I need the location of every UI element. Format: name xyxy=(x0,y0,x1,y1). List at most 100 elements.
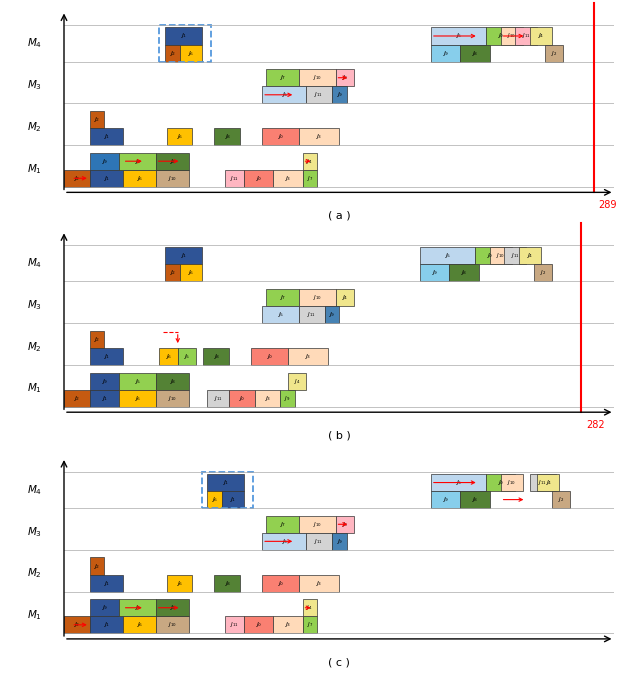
Bar xyxy=(119,153,156,170)
Text: $J_6$: $J_6$ xyxy=(176,578,183,587)
Text: $J_5$: $J_5$ xyxy=(455,478,462,487)
Bar xyxy=(165,247,202,264)
Text: $M_2$: $M_2$ xyxy=(27,340,42,354)
Text: $J_{11}$: $J_{11}$ xyxy=(522,32,531,41)
Text: $J_9$: $J_9$ xyxy=(335,537,343,546)
Text: $M_2$: $M_2$ xyxy=(27,120,42,134)
Text: $J_0$: $J_0$ xyxy=(277,578,284,587)
Text: $J_2$: $J_2$ xyxy=(168,269,176,278)
Bar xyxy=(288,372,306,390)
Bar xyxy=(156,153,189,170)
Bar xyxy=(90,557,104,574)
Bar xyxy=(165,264,180,282)
Text: $J_4$: $J_4$ xyxy=(307,603,313,612)
Text: $J_8$: $J_8$ xyxy=(471,49,479,58)
Text: $J_4$: $J_4$ xyxy=(307,157,313,166)
Bar xyxy=(486,474,515,491)
Text: $J_1$: $J_1$ xyxy=(180,32,187,41)
Text: ( b ): ( b ) xyxy=(328,431,351,441)
Bar xyxy=(324,306,339,323)
Bar xyxy=(214,574,240,592)
Bar xyxy=(64,616,90,633)
Bar xyxy=(335,69,354,87)
Bar xyxy=(288,348,328,365)
Bar xyxy=(490,247,511,264)
Text: $J_1$: $J_1$ xyxy=(100,394,108,403)
Bar xyxy=(262,306,299,323)
Text: $J_8$: $J_8$ xyxy=(341,520,348,529)
Text: $J_4$: $J_4$ xyxy=(526,251,534,260)
Bar xyxy=(552,491,570,508)
Bar xyxy=(431,474,486,491)
Text: $J_7$: $J_7$ xyxy=(278,520,286,529)
Text: $J_9$: $J_9$ xyxy=(328,310,335,319)
Text: $J_{11}$: $J_{11}$ xyxy=(230,174,239,183)
Text: $J_7$: $J_7$ xyxy=(307,174,313,183)
Text: $J_5$: $J_5$ xyxy=(183,352,191,361)
Text: $J_1$: $J_1$ xyxy=(102,620,110,629)
Text: $J_6$: $J_6$ xyxy=(134,394,141,403)
Bar xyxy=(299,128,339,145)
Bar xyxy=(500,474,523,491)
Text: $J_2$: $J_2$ xyxy=(93,335,100,344)
Text: $J_5$: $J_5$ xyxy=(280,537,288,546)
Bar xyxy=(303,599,317,616)
Bar xyxy=(207,390,229,407)
Text: $M_1$: $M_1$ xyxy=(27,162,42,176)
Text: $J_2$: $J_2$ xyxy=(73,620,81,629)
Text: $M_2$: $M_2$ xyxy=(27,567,42,581)
Text: $J_1$: $J_1$ xyxy=(102,352,110,361)
Text: $J_{11}$: $J_{11}$ xyxy=(314,90,324,100)
Bar xyxy=(303,170,317,187)
Bar xyxy=(332,533,346,550)
Bar xyxy=(500,27,523,45)
Text: $J_3$: $J_3$ xyxy=(264,394,271,403)
Text: $J_{10}$: $J_{10}$ xyxy=(168,174,177,183)
Bar xyxy=(475,247,504,264)
Text: $J_{10}$: $J_{10}$ xyxy=(312,520,322,529)
Bar xyxy=(204,348,229,365)
Text: $J_2$: $J_2$ xyxy=(550,49,557,58)
Bar xyxy=(225,616,244,633)
Text: $J_9$: $J_9$ xyxy=(442,49,449,58)
Text: $M_4$: $M_4$ xyxy=(27,36,42,50)
Bar xyxy=(180,264,202,282)
Bar xyxy=(202,472,253,508)
Text: $J_5$: $J_5$ xyxy=(134,603,141,612)
Bar xyxy=(530,27,552,45)
Bar xyxy=(225,170,244,187)
Text: $J_3$: $J_3$ xyxy=(284,620,291,629)
Text: $M_4$: $M_4$ xyxy=(27,483,42,497)
Text: $J_6$: $J_6$ xyxy=(211,495,218,504)
Text: $J_6$: $J_6$ xyxy=(187,269,195,278)
Text: $J_6$: $J_6$ xyxy=(136,620,143,629)
Bar xyxy=(306,533,332,550)
Text: $J_9$: $J_9$ xyxy=(100,157,108,166)
Bar xyxy=(299,574,339,592)
Text: $J_7$: $J_7$ xyxy=(307,620,313,629)
Bar xyxy=(90,170,123,187)
Text: $M_3$: $M_3$ xyxy=(27,78,42,92)
Text: $J_{10}$: $J_{10}$ xyxy=(507,478,516,487)
Bar xyxy=(90,616,123,633)
Bar xyxy=(519,247,541,264)
Text: $J_0$: $J_0$ xyxy=(497,478,504,487)
Bar xyxy=(431,491,460,508)
Bar xyxy=(222,491,244,508)
Text: $J_{10}$: $J_{10}$ xyxy=(312,74,322,82)
Bar xyxy=(90,153,119,170)
Text: $J_8$: $J_8$ xyxy=(471,495,479,504)
Text: $J_4$: $J_4$ xyxy=(545,478,552,487)
Text: $M_4$: $M_4$ xyxy=(27,256,42,270)
Text: $J_2$: $J_2$ xyxy=(540,269,546,278)
Text: $J_7$: $J_7$ xyxy=(278,293,286,302)
Text: $J_{11}$: $J_{11}$ xyxy=(214,394,223,403)
Bar xyxy=(90,574,123,592)
Bar xyxy=(156,599,189,616)
Text: $J_8$: $J_8$ xyxy=(168,376,176,385)
Bar xyxy=(119,372,156,390)
Text: $J_9$: $J_9$ xyxy=(335,90,343,100)
Text: $J_0$: $J_0$ xyxy=(486,251,493,260)
Text: $J_3$: $J_3$ xyxy=(316,578,323,587)
Text: $M_3$: $M_3$ xyxy=(27,525,42,539)
